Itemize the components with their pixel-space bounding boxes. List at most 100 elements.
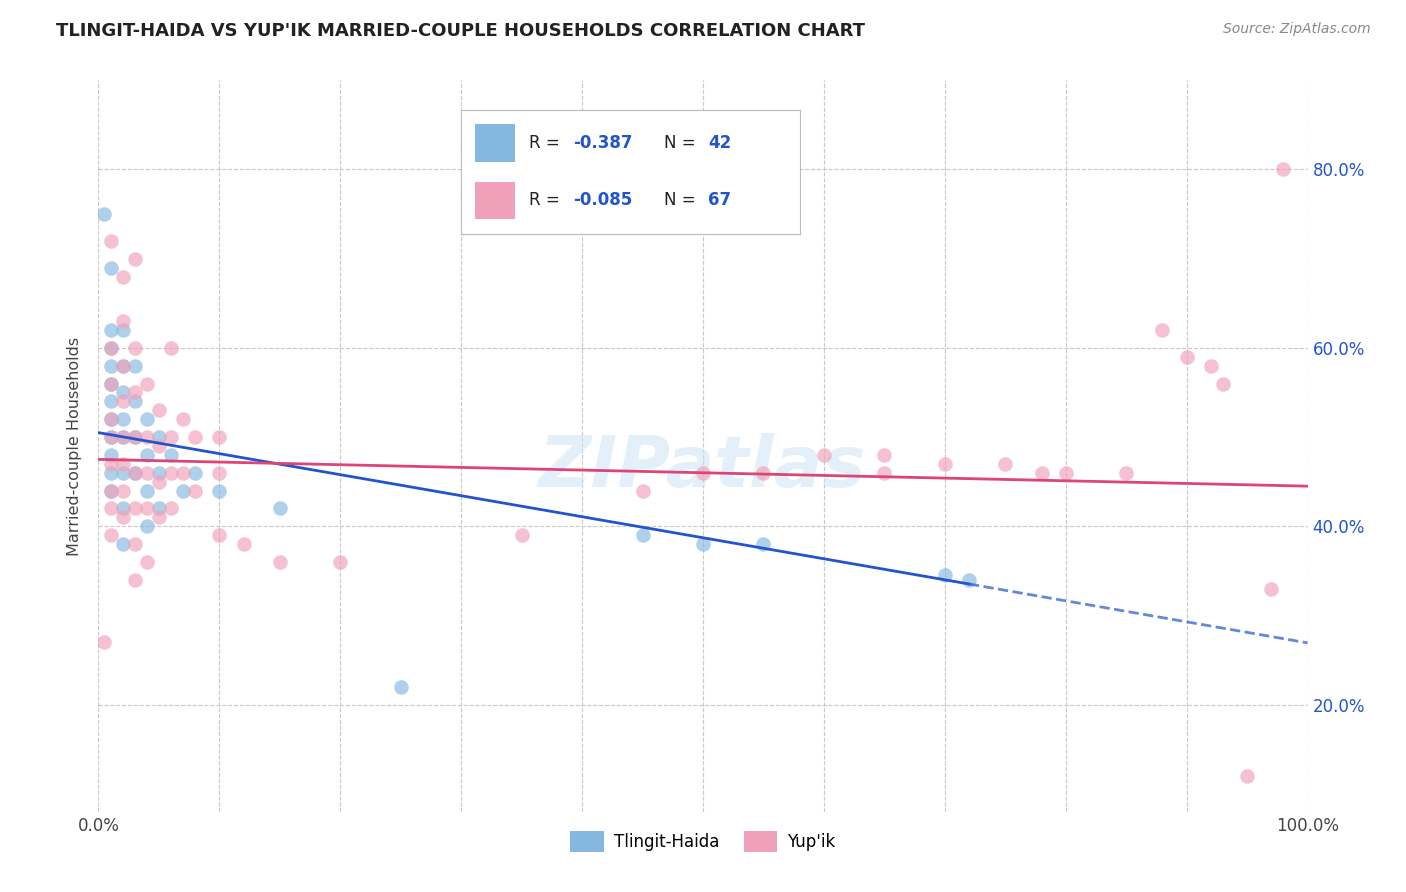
Point [100, 457, 122, 471]
Point [100, 234, 122, 248]
Point [111, 359, 134, 373]
Point [124, 252, 146, 266]
Point [510, 528, 533, 542]
Point [208, 466, 231, 480]
Point [124, 501, 146, 516]
Point [1212, 376, 1234, 391]
Point [135, 483, 157, 498]
Point [93, 635, 115, 649]
Point [100, 430, 122, 444]
Y-axis label: Married-couple Households: Married-couple Households [67, 336, 83, 556]
Point [124, 466, 146, 480]
Text: TLINGIT-HAIDA VS YUP'IK MARRIED-COUPLE HOUSEHOLDS CORRELATION CHART: TLINGIT-HAIDA VS YUP'IK MARRIED-COUPLE H… [56, 22, 865, 40]
Point [160, 430, 183, 444]
Point [111, 385, 134, 400]
Point [184, 483, 207, 498]
Point [692, 466, 714, 480]
Point [100, 448, 122, 462]
Point [111, 269, 134, 284]
Point [100, 376, 122, 391]
Point [135, 448, 157, 462]
Point [100, 412, 122, 426]
Point [111, 359, 134, 373]
Point [208, 528, 231, 542]
Point [124, 394, 146, 409]
Point [124, 430, 146, 444]
Point [100, 359, 122, 373]
Point [100, 394, 122, 409]
Point [124, 430, 146, 444]
Point [100, 260, 122, 275]
Point [1175, 350, 1198, 364]
Point [100, 341, 122, 355]
Point [148, 403, 170, 417]
Point [692, 537, 714, 551]
Point [1152, 323, 1174, 337]
Point [135, 466, 157, 480]
Point [1272, 162, 1295, 177]
Point [1260, 582, 1282, 596]
Point [873, 448, 896, 462]
Point [124, 573, 146, 587]
Point [135, 430, 157, 444]
Point [1199, 359, 1222, 373]
Point [111, 466, 134, 480]
Point [148, 501, 170, 516]
Point [1236, 769, 1258, 783]
Point [631, 483, 654, 498]
Point [269, 555, 291, 569]
Point [160, 501, 183, 516]
Point [111, 323, 134, 337]
Point [124, 341, 146, 355]
Point [148, 466, 170, 480]
Point [208, 430, 231, 444]
Point [111, 314, 134, 328]
Point [135, 501, 157, 516]
Point [172, 412, 194, 426]
Point [111, 501, 134, 516]
Point [269, 501, 291, 516]
Point [100, 341, 122, 355]
Point [752, 466, 775, 480]
Point [124, 466, 146, 480]
Point [111, 412, 134, 426]
Point [124, 359, 146, 373]
Point [1054, 466, 1077, 480]
Point [135, 412, 157, 426]
Point [124, 537, 146, 551]
Point [100, 412, 122, 426]
Point [329, 555, 352, 569]
Point [111, 537, 134, 551]
Point [100, 483, 122, 498]
Point [752, 537, 775, 551]
Legend: Tlingit-Haida, Yup'ik: Tlingit-Haida, Yup'ik [564, 824, 842, 858]
Point [100, 376, 122, 391]
Point [934, 568, 956, 582]
Point [100, 323, 122, 337]
Point [111, 483, 134, 498]
Point [160, 466, 183, 480]
Point [124, 385, 146, 400]
Point [934, 457, 956, 471]
Point [148, 439, 170, 453]
Point [184, 466, 207, 480]
Point [208, 483, 231, 498]
Point [100, 430, 122, 444]
Point [93, 207, 115, 221]
Point [160, 341, 183, 355]
Text: Source: ZipAtlas.com: Source: ZipAtlas.com [1223, 22, 1371, 37]
Point [111, 510, 134, 524]
Point [111, 457, 134, 471]
Point [100, 466, 122, 480]
Point [148, 510, 170, 524]
Point [111, 430, 134, 444]
Point [1115, 466, 1137, 480]
Point [389, 680, 412, 694]
Point [135, 519, 157, 533]
Point [631, 528, 654, 542]
Point [148, 430, 170, 444]
Point [994, 457, 1017, 471]
Point [873, 466, 896, 480]
Point [100, 501, 122, 516]
Point [160, 448, 183, 462]
